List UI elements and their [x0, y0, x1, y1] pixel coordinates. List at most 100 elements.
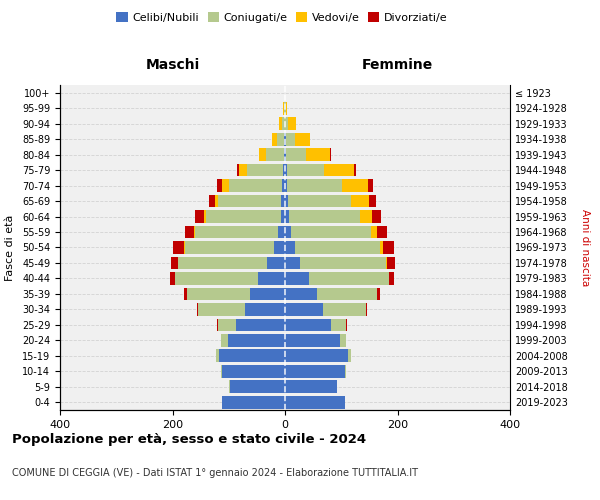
Bar — [380, 241, 383, 254]
Bar — [281, 210, 285, 223]
Bar — [295, 133, 310, 145]
Legend: Celibi/Nubili, Coniugati/e, Vedovi/e, Divorziati/e: Celibi/Nubili, Coniugati/e, Vedovi/e, Di… — [112, 8, 452, 28]
Bar — [348, 350, 351, 362]
Bar — [218, 350, 285, 362]
Bar — [285, 210, 289, 223]
Bar — [325, 164, 353, 176]
Bar — [371, 210, 380, 223]
Bar — [285, 350, 348, 362]
Bar — [197, 303, 199, 316]
Bar — [377, 226, 388, 238]
Bar — [284, 102, 285, 115]
Bar — [371, 226, 377, 238]
Bar — [285, 256, 300, 270]
Bar — [377, 288, 380, 300]
Bar — [178, 256, 267, 270]
Bar — [195, 210, 204, 223]
Y-axis label: Fasce di età: Fasce di età — [5, 214, 15, 280]
Bar — [285, 118, 289, 130]
Bar — [345, 365, 346, 378]
Bar — [236, 164, 239, 176]
Bar — [278, 226, 285, 238]
Text: COMUNE DI CEGGIA (VE) - Dati ISTAT 1° gennaio 2024 - Elaborazione TUTTITALIA.IT: COMUNE DI CEGGIA (VE) - Dati ISTAT 1° ge… — [12, 468, 418, 477]
Bar — [286, 133, 295, 145]
Bar — [206, 210, 281, 223]
Bar — [267, 256, 285, 270]
Bar — [383, 241, 394, 254]
Bar — [285, 194, 289, 207]
Bar — [285, 288, 317, 300]
Bar — [222, 365, 285, 378]
Bar — [285, 318, 331, 331]
Bar — [209, 194, 215, 207]
Bar — [287, 164, 325, 176]
Bar — [366, 303, 367, 316]
Bar — [227, 334, 285, 346]
Bar — [277, 133, 284, 145]
Bar — [287, 179, 342, 192]
Bar — [259, 148, 266, 161]
Bar — [286, 148, 307, 161]
Bar — [389, 272, 394, 285]
Bar — [285, 334, 340, 346]
Bar — [386, 256, 388, 270]
Bar — [289, 118, 296, 130]
Bar — [235, 318, 285, 331]
Bar — [283, 164, 285, 176]
Text: Femmine: Femmine — [362, 58, 433, 72]
Bar — [342, 179, 368, 192]
Bar — [361, 210, 371, 223]
Bar — [217, 179, 222, 192]
Bar — [285, 365, 345, 378]
Bar — [353, 164, 356, 176]
Bar — [245, 303, 285, 316]
Text: Maschi: Maschi — [145, 58, 200, 72]
Bar — [284, 148, 285, 161]
Bar — [170, 272, 175, 285]
Bar — [323, 303, 366, 316]
Bar — [285, 396, 345, 408]
Bar — [340, 334, 346, 346]
Text: Popolazione per età, sesso e stato civile - 2024: Popolazione per età, sesso e stato civil… — [12, 432, 366, 446]
Bar — [368, 179, 373, 192]
Bar — [195, 226, 278, 238]
Bar — [289, 210, 361, 223]
Bar — [239, 164, 247, 176]
Bar — [290, 226, 371, 238]
Bar — [370, 194, 376, 207]
Bar — [216, 350, 218, 362]
Bar — [247, 164, 283, 176]
Bar — [215, 194, 218, 207]
Bar — [285, 303, 323, 316]
Bar — [185, 241, 274, 254]
Bar — [285, 380, 337, 393]
Bar — [194, 226, 195, 238]
Bar — [295, 241, 380, 254]
Bar — [352, 194, 370, 207]
Bar — [285, 164, 287, 176]
Bar — [289, 194, 352, 207]
Bar — [218, 318, 235, 331]
Bar — [331, 318, 346, 331]
Bar — [286, 102, 287, 115]
Bar — [317, 288, 377, 300]
Bar — [171, 256, 178, 270]
Bar — [229, 179, 282, 192]
Bar — [187, 288, 250, 300]
Bar — [280, 118, 281, 130]
Bar — [258, 272, 285, 285]
Bar — [250, 288, 285, 300]
Bar — [285, 226, 290, 238]
Bar — [285, 148, 286, 161]
Bar — [204, 210, 206, 223]
Text: Anni di nascita: Anni di nascita — [580, 209, 590, 286]
Bar — [230, 380, 285, 393]
Bar — [175, 272, 258, 285]
Bar — [282, 179, 285, 192]
Bar — [184, 288, 187, 300]
Bar — [281, 194, 285, 207]
Bar — [307, 148, 330, 161]
Bar — [300, 256, 386, 270]
Bar — [308, 272, 389, 285]
Bar — [266, 148, 284, 161]
